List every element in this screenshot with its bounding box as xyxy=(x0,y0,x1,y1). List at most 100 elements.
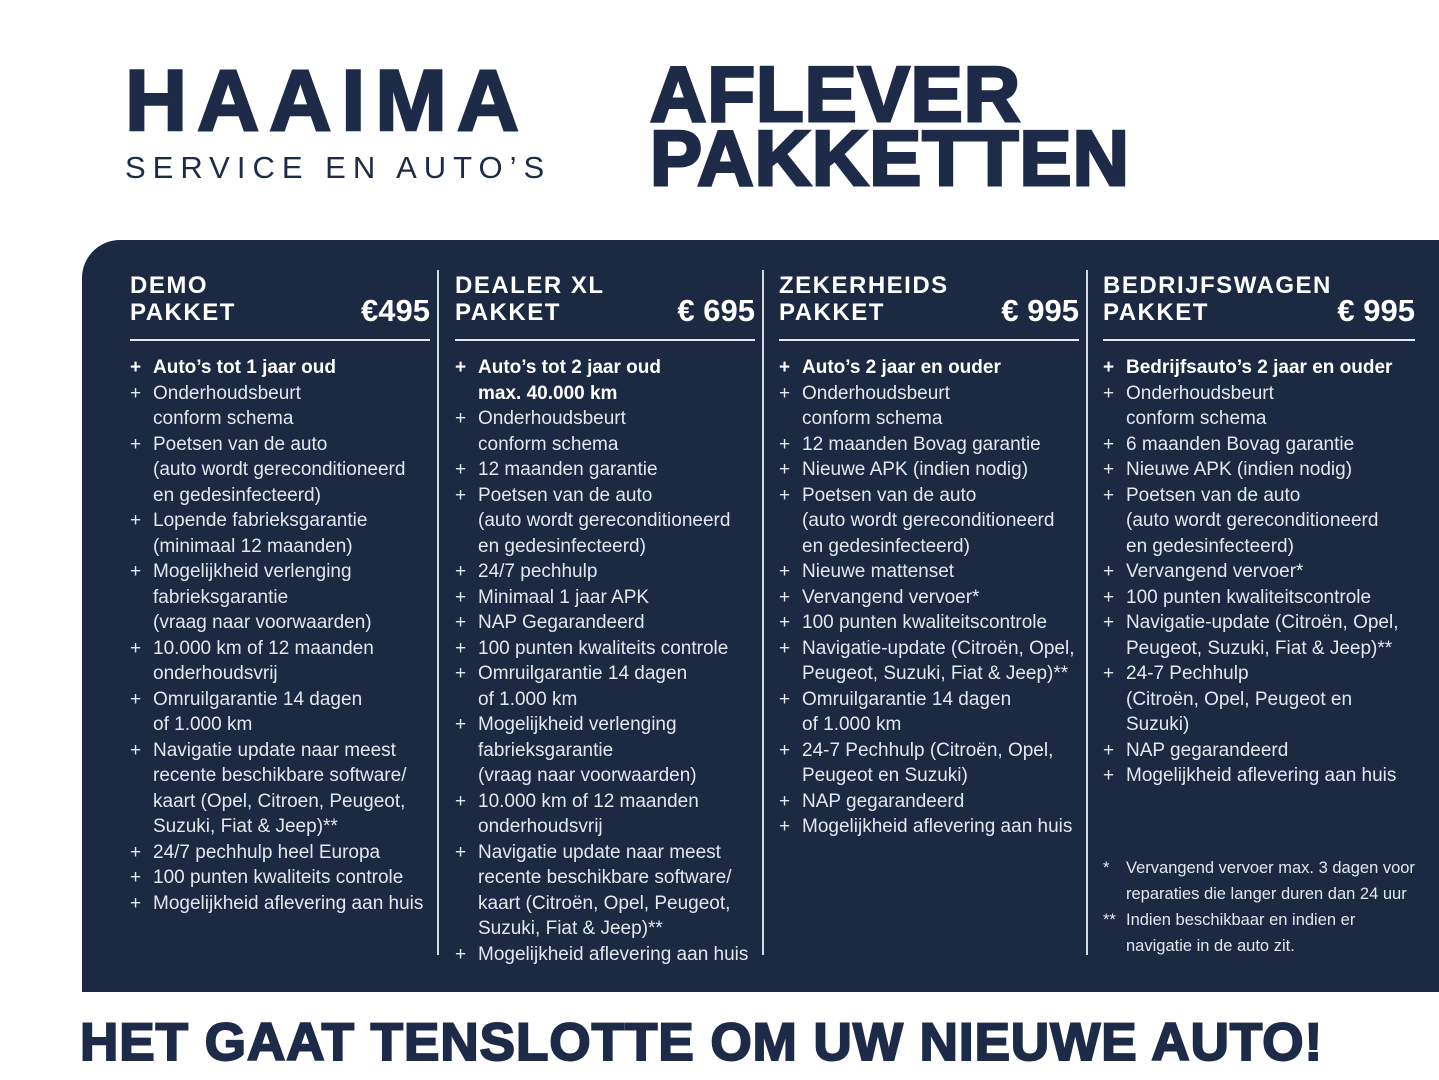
item-text: 10.000 km of 12 maanden onderhoudsvrij xyxy=(478,790,699,838)
package-item: + 100 punten kwaliteitscontrole xyxy=(1103,585,1415,611)
package-item: + 100 punten kwaliteitscontrole xyxy=(779,610,1079,636)
plus-marker: + xyxy=(779,484,791,506)
footnote-marker: * xyxy=(1103,859,1110,877)
package-name: DEMO PAKKET xyxy=(130,272,236,326)
package-items: + Bedrijfsauto’s 2 jaar en ouder + Onder… xyxy=(1103,355,1415,789)
package-item: + 100 punten kwaliteits controle xyxy=(130,865,430,891)
plus-marker: + xyxy=(130,510,142,531)
footnotes: * Vervangend vervoer max. 3 dagen voor r… xyxy=(1103,855,1433,959)
package-item: + Poetsen van de auto (auto wordt gereco… xyxy=(455,483,755,560)
plus-marker: + xyxy=(779,637,791,659)
package-price: € 995 xyxy=(1337,293,1415,328)
plus-marker: + xyxy=(779,433,791,455)
package-item: + Vervangend vervoer* xyxy=(1103,559,1415,585)
item-text: NAP Gegarandeerd xyxy=(478,612,645,633)
logo-subtitle: SERVICE EN AUTO’S xyxy=(125,150,552,185)
package-item: + 12 maanden Bovag garantie xyxy=(779,432,1079,458)
plus-marker: + xyxy=(130,357,142,378)
column-divider xyxy=(762,270,764,955)
plus-marker: + xyxy=(1103,484,1115,506)
package-item: + Bedrijfsauto’s 2 jaar en ouder xyxy=(1103,355,1415,381)
package-item: + Poetsen van de auto (auto wordt gereco… xyxy=(779,483,1079,560)
package-name: ZEKERHEIDS PAKKET xyxy=(779,272,949,326)
package-item: + NAP gegarandeerd xyxy=(1103,738,1415,764)
package-header: DEMO PAKKET €495 xyxy=(130,272,430,326)
package-item: + Minimaal 1 jaar APK xyxy=(455,585,755,611)
plus-marker: + xyxy=(779,612,791,633)
item-text: Mogelijkheid aflevering aan huis xyxy=(478,943,749,965)
item-text: Mogelijkheid verlenging fabrieksgarantie… xyxy=(478,714,697,786)
package-items: + Auto’s 2 jaar en ouder + Onderhoudsbeu… xyxy=(779,355,1079,840)
package-item: + Omruilgarantie 14 dagen of 1.000 km xyxy=(455,661,755,712)
item-text: Omruilgarantie 14 dagen of 1.000 km xyxy=(478,663,688,710)
package-header: ZEKERHEIDS PAKKET € 995 xyxy=(779,272,1079,326)
plus-marker: + xyxy=(455,484,467,506)
header-underline xyxy=(779,339,1079,341)
package-item: + 24-7 Pechhulp (Citroën, Opel, Peugeot … xyxy=(779,738,1079,789)
item-text: 100 punten kwaliteitscontrole xyxy=(802,612,1048,633)
dealer-logo: HAAIMA SERVICE EN AUTO’S xyxy=(124,53,552,186)
package-item: + Onderhoudsbeurt conform schema xyxy=(455,406,755,457)
package-item: + Mogelijkheid verlenging fabrieksgarant… xyxy=(455,712,755,789)
plus-marker: + xyxy=(1103,739,1115,761)
logo-title: HAAIMA xyxy=(124,53,529,149)
item-text: 24/7 pechhulp heel Europa xyxy=(153,841,381,863)
package-item: + Omruilgarantie 14 dagen of 1.000 km xyxy=(130,687,430,738)
item-text: Auto’s tot 1 jaar oud xyxy=(153,357,336,378)
plus-marker: + xyxy=(1103,765,1115,786)
package-item: + Onderhoudsbeurt conform schema xyxy=(1103,381,1415,432)
item-text: Omruilgarantie 14 dagen of 1.000 km xyxy=(153,688,363,736)
plus-marker: + xyxy=(130,739,142,761)
plus-marker: + xyxy=(779,382,791,404)
item-text: Navigatie update naar meest recente besc… xyxy=(478,841,732,940)
plus-marker: + xyxy=(779,561,791,582)
item-text: NAP gegarandeerd xyxy=(802,790,965,812)
plus-marker: + xyxy=(455,714,467,735)
package-item: + 10.000 km of 12 maanden onderhoudsvrij xyxy=(455,789,755,840)
package-item: + 100 punten kwaliteits controle xyxy=(455,636,755,662)
footnote: ** Indien beschikbaar en indien er navig… xyxy=(1103,907,1433,959)
plus-marker: + xyxy=(130,561,142,582)
package-price: €495 xyxy=(361,293,430,328)
package-item: + NAP Gegarandeerd xyxy=(455,610,755,636)
plus-marker: + xyxy=(1103,561,1115,582)
package-item: + Nieuwe APK (indien nodig) xyxy=(1103,457,1415,483)
item-text: Poetsen van de auto (auto wordt gerecond… xyxy=(1126,484,1379,557)
package-item: + Onderhoudsbeurt conform schema xyxy=(779,381,1079,432)
item-text: Omruilgarantie 14 dagen of 1.000 km xyxy=(802,688,1012,736)
package-item: + Auto’s 2 jaar en ouder xyxy=(779,355,1079,381)
package-item: + Nieuwe mattenset xyxy=(779,559,1079,585)
plus-marker: + xyxy=(455,459,467,480)
footnote-text: Vervangend vervoer max. 3 dagen voor rep… xyxy=(1126,859,1415,903)
plus-marker: + xyxy=(455,408,467,429)
package-item: + Onderhoudsbeurt conform schema xyxy=(130,381,430,432)
plus-marker: + xyxy=(455,612,467,633)
header-underline xyxy=(1103,339,1415,341)
package-item: + Vervangend vervoer* xyxy=(779,585,1079,611)
item-text: Mogelijkheid aflevering aan huis xyxy=(153,892,424,914)
plus-marker: + xyxy=(1103,382,1115,404)
package-item: + Nieuwe APK (indien nodig) xyxy=(779,457,1079,483)
item-text: 12 maanden Bovag garantie xyxy=(802,433,1041,455)
plus-marker: + xyxy=(455,586,467,608)
item-text: Vervangend vervoer* xyxy=(1126,561,1304,582)
plus-marker: + xyxy=(779,586,791,608)
header-underline xyxy=(455,339,755,341)
footnote-marker: ** xyxy=(1103,911,1116,929)
package-item: + 12 maanden garantie xyxy=(455,457,755,483)
package-price: € 695 xyxy=(677,293,755,328)
package-item: + Navigatie update naar meest recente be… xyxy=(455,840,755,942)
package-item: + Lopende fabrieksgarantie (minimaal 12 … xyxy=(130,508,430,559)
item-text: 12 maanden garantie xyxy=(478,459,658,480)
package-item: + Auto’s tot 1 jaar oud xyxy=(130,355,430,381)
package-item: + Omruilgarantie 14 dagen of 1.000 km xyxy=(779,687,1079,738)
item-text: Mogelijkheid aflevering aan huis xyxy=(1126,765,1397,786)
footnote: * Vervangend vervoer max. 3 dagen voor r… xyxy=(1103,855,1433,907)
package-item: + 24/7 pechhulp xyxy=(455,559,755,585)
package-item: + Mogelijkheid aflevering aan huis xyxy=(1103,763,1415,789)
item-text: Navigatie update naar meest recente besc… xyxy=(153,739,407,838)
item-text: Onderhoudsbeurt conform schema xyxy=(153,382,301,430)
column-divider xyxy=(1086,270,1088,955)
package-name: DEALER XL PAKKET xyxy=(455,272,605,326)
package-item: + 10.000 km of 12 maanden onderhoudsvrij xyxy=(130,636,430,687)
